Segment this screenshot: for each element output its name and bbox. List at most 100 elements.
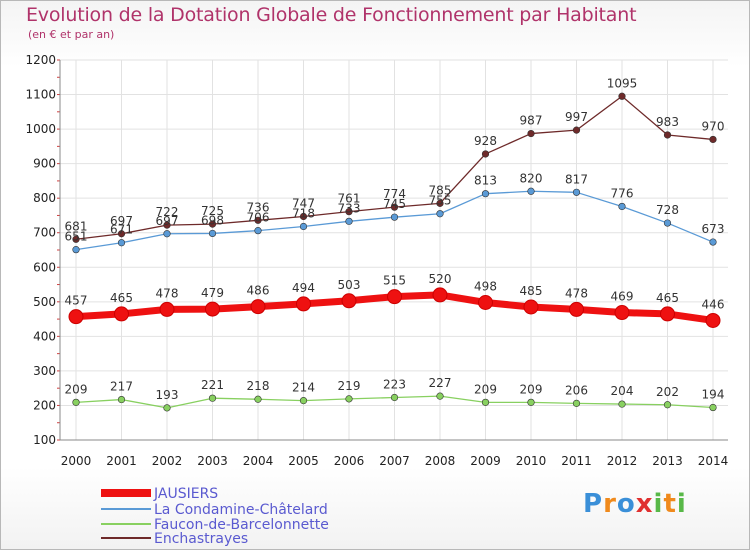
data-point bbox=[208, 394, 217, 402]
data-label: 813 bbox=[474, 174, 497, 188]
y-tick-label: 200 bbox=[33, 398, 56, 412]
x-tick-label: 2008 bbox=[425, 454, 456, 468]
x-tick-label: 2011 bbox=[561, 454, 592, 468]
data-point bbox=[481, 398, 490, 406]
y-tick-label: 800 bbox=[33, 191, 56, 205]
logo-letter: o bbox=[616, 489, 636, 519]
data-point bbox=[614, 305, 630, 321]
data-point bbox=[72, 398, 80, 406]
y-tick-label: 300 bbox=[33, 364, 56, 378]
data-point bbox=[254, 395, 262, 403]
data-point bbox=[299, 397, 308, 405]
data-point bbox=[163, 404, 171, 412]
data-label: 671 bbox=[110, 223, 133, 237]
x-tick-label: 2014 bbox=[698, 454, 729, 468]
data-point bbox=[117, 230, 126, 238]
x-tick-label: 2005 bbox=[288, 454, 319, 468]
data-label: 204 bbox=[611, 384, 634, 398]
logo-letter: i bbox=[676, 489, 687, 519]
y-tick-label: 600 bbox=[33, 260, 56, 274]
data-label: 515 bbox=[383, 274, 406, 288]
data-point bbox=[208, 220, 217, 228]
data-label: 218 bbox=[247, 379, 270, 393]
legend-label: La Condamine-Châtelard bbox=[154, 502, 328, 518]
y-tick-label: 900 bbox=[33, 157, 56, 171]
data-point bbox=[572, 126, 581, 134]
data-label: 817 bbox=[565, 172, 588, 186]
data-point bbox=[72, 235, 80, 243]
data-label: 1095 bbox=[607, 76, 638, 90]
data-point bbox=[709, 135, 717, 144]
y-tick-label: 1100 bbox=[25, 88, 56, 102]
data-label: 697 bbox=[110, 214, 133, 228]
data-label: 219 bbox=[338, 379, 361, 393]
data-label: 983 bbox=[656, 115, 679, 129]
data-point bbox=[527, 187, 535, 195]
data-point bbox=[68, 309, 84, 325]
data-label: 221 bbox=[201, 378, 224, 392]
data-point bbox=[436, 199, 444, 207]
chart-title: Evolution de la Dotation Globale de Fonc… bbox=[26, 4, 637, 26]
data-label: 227 bbox=[429, 376, 452, 390]
data-label: 970 bbox=[702, 119, 725, 133]
data-point bbox=[390, 393, 399, 402]
data-point bbox=[341, 293, 357, 309]
data-label: 485 bbox=[520, 284, 543, 298]
data-point bbox=[527, 398, 535, 406]
data-point bbox=[432, 287, 448, 303]
data-label: 465 bbox=[110, 291, 133, 305]
data-point bbox=[660, 306, 675, 322]
x-tick-label: 2013 bbox=[652, 454, 683, 468]
data-label: 718 bbox=[292, 207, 315, 221]
data-label: 745 bbox=[383, 197, 406, 211]
data-point bbox=[159, 301, 175, 317]
y-tick-label: 700 bbox=[33, 226, 56, 240]
data-label: 209 bbox=[65, 382, 88, 396]
data-label: 651 bbox=[65, 230, 88, 244]
y-tick-label: 1200 bbox=[25, 53, 56, 67]
data-label: 214 bbox=[292, 381, 315, 395]
data-point bbox=[345, 208, 353, 216]
chart-subtitle: (en € et par an) bbox=[28, 28, 115, 41]
data-label: 761 bbox=[338, 192, 361, 206]
proxiti-logo: Proxiti bbox=[583, 489, 687, 519]
data-point bbox=[709, 403, 717, 412]
x-tick-label: 2010 bbox=[516, 454, 547, 468]
data-point bbox=[117, 395, 126, 404]
data-point bbox=[163, 230, 171, 238]
data-label: 494 bbox=[292, 281, 315, 295]
data-point bbox=[709, 238, 717, 246]
data-label: 503 bbox=[338, 278, 361, 292]
data-label: 736 bbox=[247, 200, 270, 214]
data-label: 486 bbox=[247, 284, 270, 298]
logo-letter: i bbox=[653, 489, 664, 519]
x-tick-label: 2004 bbox=[243, 454, 274, 468]
data-label: 681 bbox=[65, 219, 88, 233]
data-label: 498 bbox=[474, 280, 497, 294]
data-label: 478 bbox=[565, 286, 588, 300]
data-point bbox=[618, 400, 626, 408]
data-point bbox=[523, 299, 539, 315]
data-label: 223 bbox=[383, 378, 406, 392]
y-tick-label: 1000 bbox=[25, 122, 56, 136]
data-label: 217 bbox=[110, 380, 133, 394]
data-label: 206 bbox=[565, 383, 588, 397]
x-tick-label: 2006 bbox=[334, 454, 365, 468]
data-point bbox=[345, 217, 353, 225]
data-label: 446 bbox=[702, 297, 725, 311]
data-label: 733 bbox=[338, 201, 361, 215]
data-point bbox=[527, 129, 535, 138]
data-label: 520 bbox=[429, 272, 452, 286]
data-label: 747 bbox=[292, 196, 315, 210]
x-tick-label: 2009 bbox=[470, 454, 501, 468]
data-label: 465 bbox=[656, 291, 679, 305]
data-point bbox=[572, 399, 581, 407]
x-tick-label: 2003 bbox=[197, 454, 228, 468]
data-point bbox=[663, 131, 672, 139]
data-label: 457 bbox=[65, 294, 88, 308]
data-label: 997 bbox=[565, 110, 588, 124]
data-point bbox=[254, 216, 262, 224]
data-point bbox=[478, 295, 493, 311]
data-label: 776 bbox=[611, 186, 634, 200]
